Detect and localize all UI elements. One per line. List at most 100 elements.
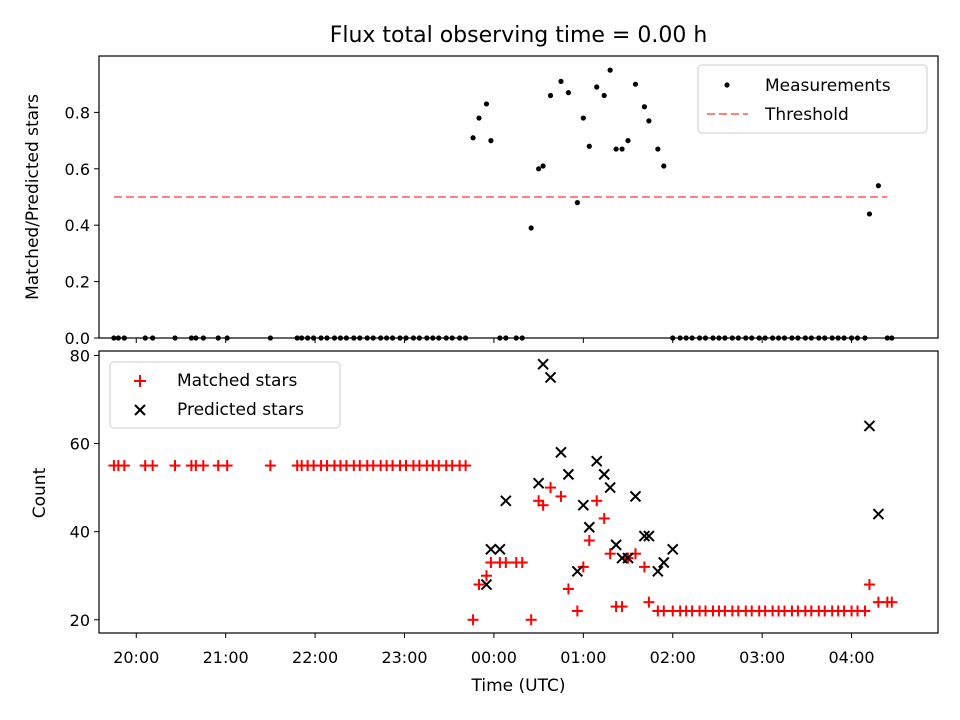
matched-star-point bbox=[221, 460, 233, 472]
predicted-star-point bbox=[872, 508, 885, 520]
measurement-point bbox=[655, 146, 661, 152]
matched-star-point bbox=[583, 534, 595, 546]
measurement-point bbox=[488, 138, 494, 144]
measurement-point bbox=[586, 143, 592, 149]
predicted-star-point bbox=[555, 446, 567, 459]
predicted-star-point bbox=[485, 543, 497, 555]
measurement-point bbox=[528, 225, 534, 231]
bottom-plot-area bbox=[108, 358, 898, 626]
bottom-y-tick-label: 60 bbox=[70, 435, 90, 454]
bottom-y-axis-label: Count bbox=[30, 467, 50, 518]
legend-measurements-marker bbox=[724, 82, 730, 88]
bottom-x-tick-label: 00:00 bbox=[471, 648, 517, 667]
bottom-x-tick-label: 22:00 bbox=[292, 648, 338, 667]
matched-star-point bbox=[525, 614, 537, 626]
bottom-y-ticks: 20 40 60 80 bbox=[70, 346, 99, 630]
measurement-point bbox=[547, 92, 554, 99]
measurement-point bbox=[574, 200, 580, 206]
measurement-point bbox=[866, 211, 873, 217]
predicted-star-point bbox=[583, 521, 595, 533]
predicted-star-point bbox=[622, 552, 634, 564]
top-y-ticks: 0.0 0.2 0.4 0.6 0.8 bbox=[65, 103, 99, 348]
predicted-star-point bbox=[598, 468, 610, 481]
bottom-x-ticks: 20:00 21:00 22:00 23:00 00:00 01:00 02:00 03:00… bbox=[113, 633, 875, 667]
measurement-point bbox=[613, 146, 619, 152]
predicted-star-point bbox=[638, 530, 651, 542]
bottom-x-tick-label: 04:00 bbox=[829, 648, 875, 667]
measurement-point bbox=[483, 101, 490, 107]
measurement-point bbox=[875, 183, 881, 189]
measurement-point bbox=[619, 146, 625, 152]
bottom-legend: Matched stars Predicted stars bbox=[109, 361, 341, 429]
top-y-tick-label: 0.8 bbox=[65, 103, 90, 122]
predicted-star-point bbox=[604, 481, 616, 494]
measurement-point bbox=[558, 78, 564, 84]
top-y-tick-label: 0.2 bbox=[65, 273, 90, 292]
matched-star-point bbox=[555, 490, 567, 502]
predicted-star-point bbox=[643, 530, 655, 542]
matched-star-point bbox=[638, 561, 650, 573]
top-y-tick-label: 0.0 bbox=[65, 329, 90, 348]
matched-star-point bbox=[604, 548, 616, 560]
predicted-star-point bbox=[532, 477, 545, 489]
matched-star-point bbox=[460, 460, 472, 472]
top-plot-area bbox=[111, 67, 895, 341]
matched-star-point bbox=[118, 460, 130, 472]
measurement-point bbox=[661, 163, 667, 169]
measurement-point bbox=[646, 118, 652, 124]
matched-star-point bbox=[886, 596, 898, 608]
measurement-point bbox=[625, 138, 631, 144]
matched-star-point bbox=[197, 460, 209, 472]
measurement-point bbox=[540, 163, 546, 169]
predicted-star-point bbox=[537, 358, 549, 370]
bottom-x-tick-label: 23:00 bbox=[381, 648, 427, 667]
top-y-tick-label: 0.6 bbox=[65, 160, 90, 179]
top-x-ticks bbox=[135, 338, 853, 343]
bottom-axes-frame bbox=[98, 350, 939, 634]
measurement-point bbox=[607, 67, 613, 73]
matched-star-point bbox=[545, 482, 557, 494]
measurement-point bbox=[565, 90, 572, 96]
matched-star-point bbox=[863, 579, 875, 591]
top-legend: Measurements Threshold bbox=[697, 64, 928, 134]
bottom-x-tick-label: 03:00 bbox=[739, 648, 785, 667]
bottom-x-axis-label: Time (UTC) bbox=[471, 676, 566, 696]
predicted-star-point bbox=[494, 543, 506, 555]
predicted-star-point bbox=[591, 455, 603, 467]
chart-title: Flux total observing time = 0.00 h bbox=[330, 23, 708, 48]
matched-star-point bbox=[147, 460, 159, 472]
bottom-y-tick-label: 80 bbox=[70, 346, 90, 365]
bottom-x-tick-label: 20:00 bbox=[113, 648, 159, 667]
legend-threshold-label: Threshold bbox=[764, 105, 849, 125]
matched-star-point bbox=[577, 561, 589, 573]
bottom-x-tick-label: 02:00 bbox=[650, 648, 696, 667]
legend-matched-label: Matched stars bbox=[177, 371, 297, 391]
measurement-point bbox=[641, 104, 648, 110]
matched-star-point bbox=[571, 605, 583, 617]
bottom-y-tick-label: 40 bbox=[70, 523, 90, 542]
predicted-star-point bbox=[562, 468, 575, 481]
matched-star-point bbox=[616, 601, 628, 613]
predicted-star-point bbox=[629, 490, 642, 503]
predicted-star-point bbox=[480, 578, 493, 591]
matched-star-point bbox=[264, 460, 276, 472]
matched-star-point bbox=[473, 579, 485, 591]
predicted-star-point bbox=[652, 565, 664, 578]
legend-predicted-marker bbox=[134, 404, 146, 416]
measurement-point bbox=[632, 81, 639, 87]
measurement-point bbox=[470, 135, 476, 141]
legend-predicted-label: Predicted stars bbox=[177, 400, 304, 420]
measurement-point bbox=[594, 84, 600, 90]
bottom-legend-box bbox=[109, 361, 341, 429]
matched-star-point bbox=[169, 460, 181, 472]
matched-star-point bbox=[562, 583, 574, 595]
bottom-x-tick-label: 21:00 bbox=[203, 648, 249, 667]
measurement-point bbox=[580, 115, 586, 121]
predicted-star-point bbox=[667, 543, 679, 555]
matched-star-point bbox=[537, 499, 549, 511]
bottom-y-tick-label: 20 bbox=[70, 611, 90, 630]
measurement-point bbox=[476, 115, 482, 121]
legend-matched-marker bbox=[134, 375, 146, 387]
top-axes-frame bbox=[98, 55, 939, 339]
